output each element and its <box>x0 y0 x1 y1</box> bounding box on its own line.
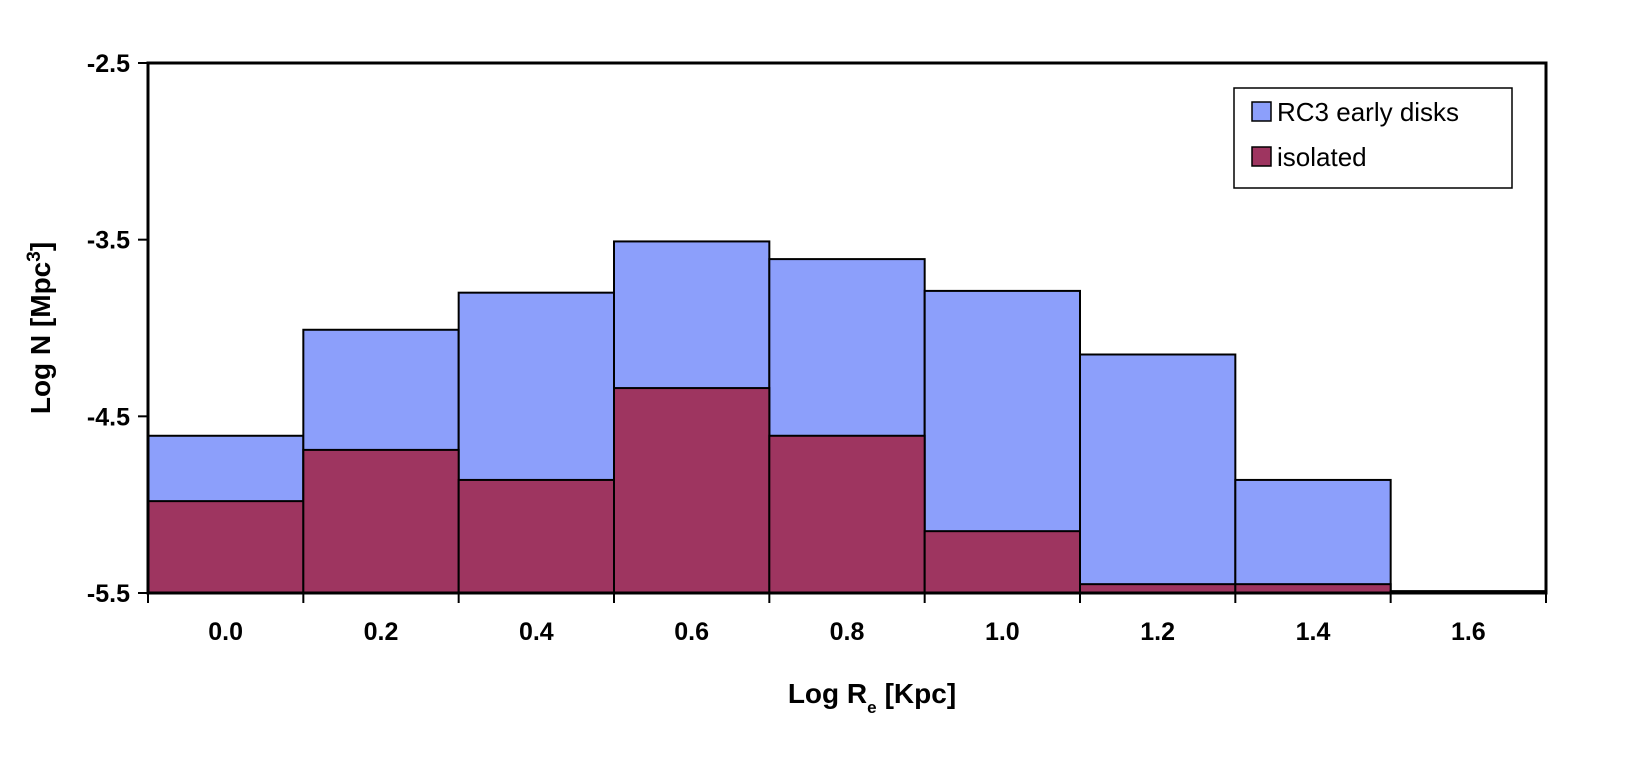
x-tick-label: 0.6 <box>674 618 709 646</box>
x-axis-title: Log Re [Kpc] <box>788 678 956 717</box>
y-tick-label: -3.5 <box>87 227 130 255</box>
bar-isolated-0.0 <box>147 500 305 594</box>
legend: RC3 early disks isolated <box>1233 87 1513 189</box>
legend-swatch <box>1251 146 1272 167</box>
legend-box <box>1233 87 1513 189</box>
x-tick-label: 0.0 <box>208 618 243 646</box>
y-tick-label: -5.5 <box>87 580 130 608</box>
x-tick-label: 0.4 <box>519 618 554 646</box>
y-axis: -2.5 -3.5 -4.5 -5.5 <box>87 50 148 608</box>
bar-rc3-early-disks-1.2 <box>1079 353 1237 594</box>
x-axis-title-subscript: e <box>867 698 876 717</box>
y-tick-label: -4.5 <box>87 403 130 431</box>
y-axis-title: Log N [Mpc3] <box>24 242 57 414</box>
x-axis-title-main: Log R <box>788 678 867 709</box>
y-axis-title-superscript: 3 <box>24 251 45 262</box>
bars-layer <box>147 240 1547 595</box>
x-tick-label: 1.4 <box>1296 618 1331 646</box>
legend-label: RC3 early disks <box>1277 97 1459 127</box>
legend-label: isolated <box>1277 142 1367 172</box>
bar-rc3-early-disks-1.4 <box>1234 478 1392 594</box>
y-axis-title-main: Log N [Mpc <box>25 262 56 414</box>
bar-isolated-1.0 <box>923 530 1082 595</box>
bar-isolated-0.4 <box>457 478 615 594</box>
x-axis-title-unit: [Kpc] <box>885 678 957 709</box>
x-tick-label: 0.8 <box>830 618 865 646</box>
legend-swatch <box>1251 101 1272 122</box>
y-axis-title-close: ] <box>25 242 56 251</box>
x-tick-label: 1.2 <box>1140 618 1175 646</box>
bar-isolated-0.8 <box>768 434 926 594</box>
x-tick-label: 1.0 <box>985 618 1020 646</box>
plot-area-border <box>146 61 1548 595</box>
x-tick-label: 0.2 <box>364 618 399 646</box>
bar-isolated-0.2 <box>302 448 460 594</box>
x-tick-label: 1.6 <box>1451 618 1486 646</box>
y-tick-label: -2.5 <box>87 50 130 78</box>
bar-isolated-0.6 <box>613 387 771 595</box>
x-axis: 0.0 0.2 0.4 0.6 0.8 1.0 1.2 1.4 1.6 <box>147 593 1547 646</box>
